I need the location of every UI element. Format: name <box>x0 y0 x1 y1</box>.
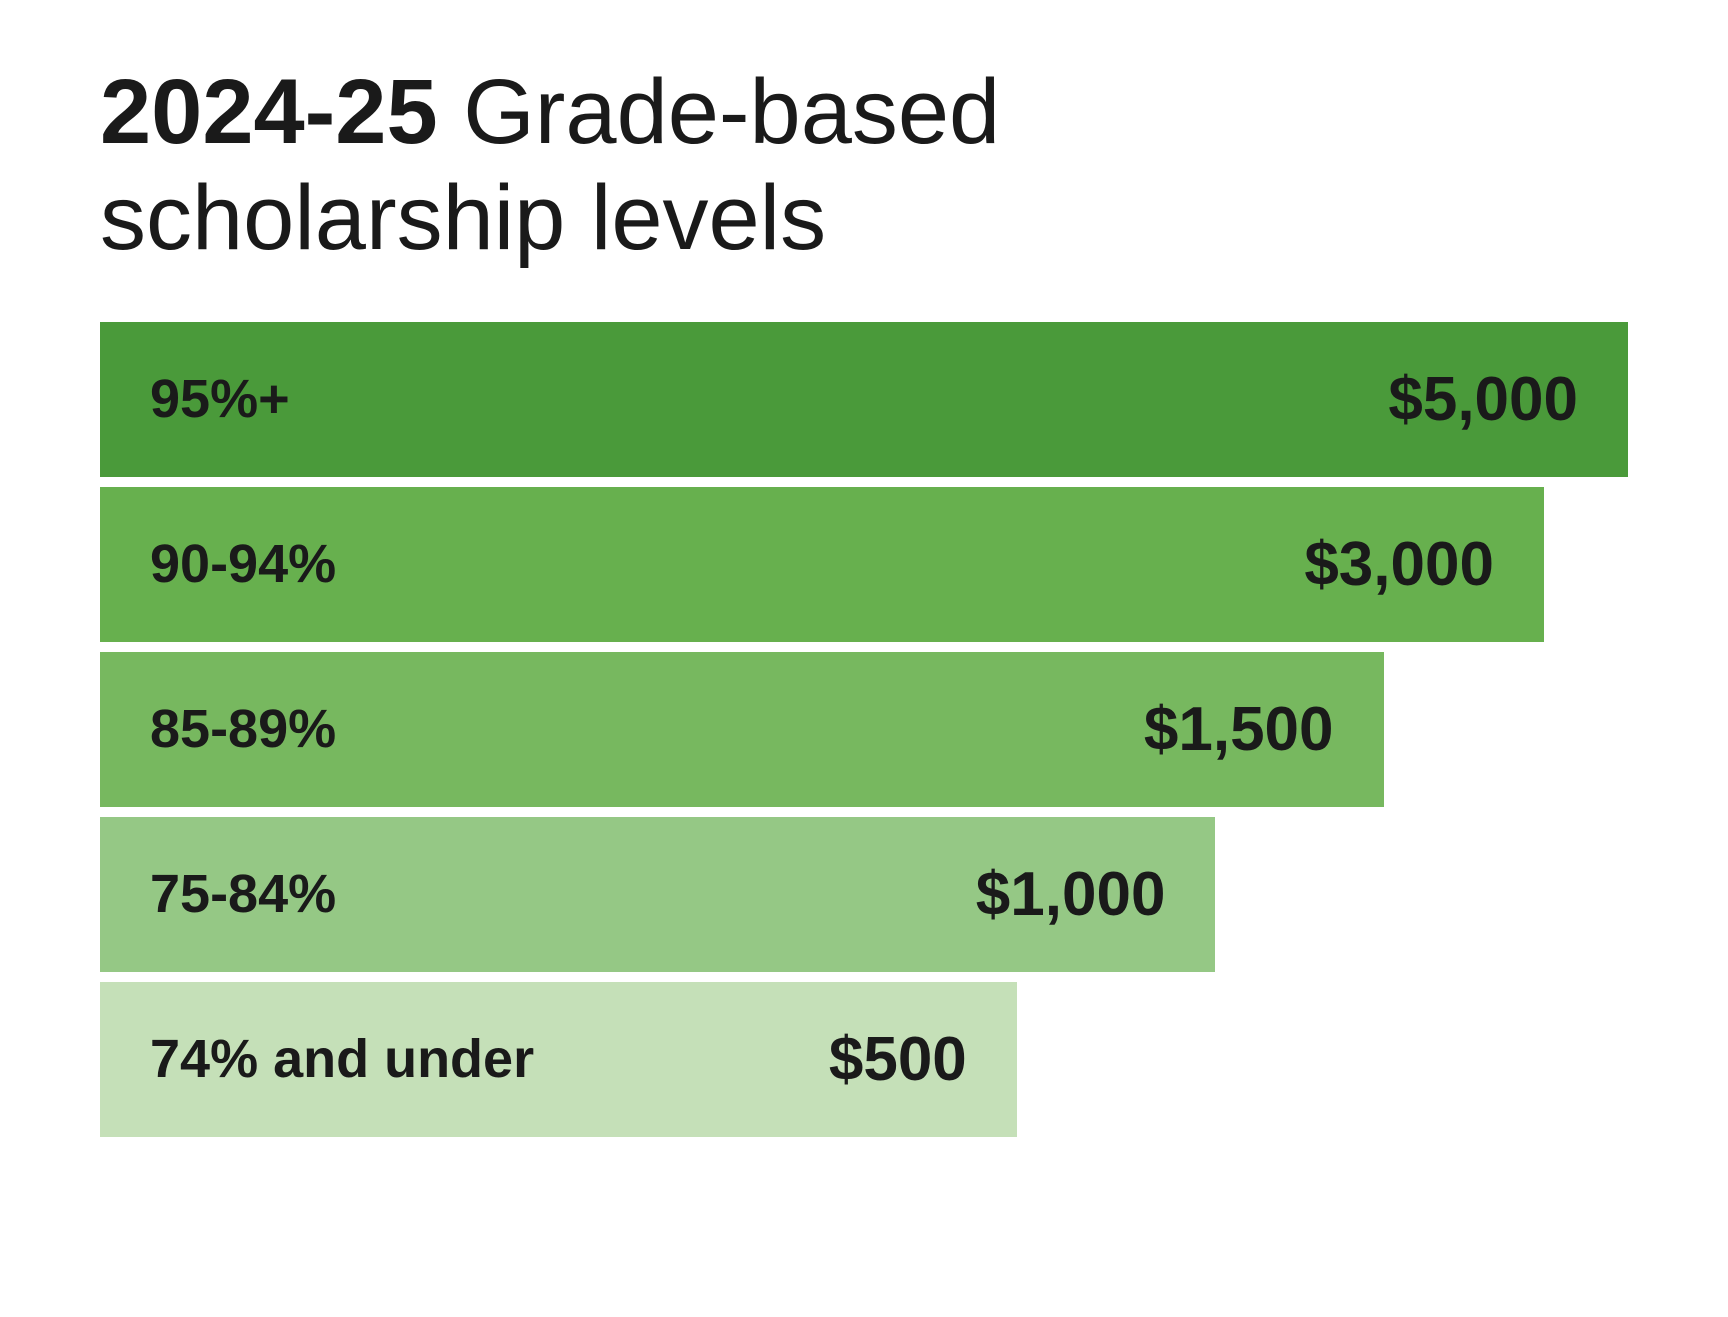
bar-label: 75-84% <box>150 863 336 925</box>
bar-value: $1,000 <box>976 859 1166 930</box>
bar-row: 85-89% $1,500 <box>100 652 1384 807</box>
bar-value: $5,000 <box>1388 364 1578 435</box>
bar-value: $3,000 <box>1304 529 1494 600</box>
bar-row: 74% and under $500 <box>100 982 1017 1137</box>
bar-row: 95%+ $5,000 <box>100 322 1628 477</box>
title-text-2: scholarship levels <box>100 166 1628 272</box>
bar-value: $500 <box>829 1024 967 1095</box>
bar-row: 90-94% $3,000 <box>100 487 1544 642</box>
bar-label: 95%+ <box>150 368 290 430</box>
chart-title: 2024-25 Grade-based scholarship levels <box>100 60 1628 272</box>
bar-value: $1,500 <box>1144 694 1334 765</box>
bar-row: 75-84% $1,000 <box>100 817 1215 972</box>
bar-label: 90-94% <box>150 533 336 595</box>
bar-label: 74% and under <box>150 1028 534 1090</box>
title-text-1: Grade-based <box>438 61 1001 163</box>
bar-label: 85-89% <box>150 698 336 760</box>
title-year: 2024-25 <box>100 61 438 163</box>
bar-chart: 95%+ $5,000 90-94% $3,000 85-89% $1,500 … <box>100 322 1628 1137</box>
